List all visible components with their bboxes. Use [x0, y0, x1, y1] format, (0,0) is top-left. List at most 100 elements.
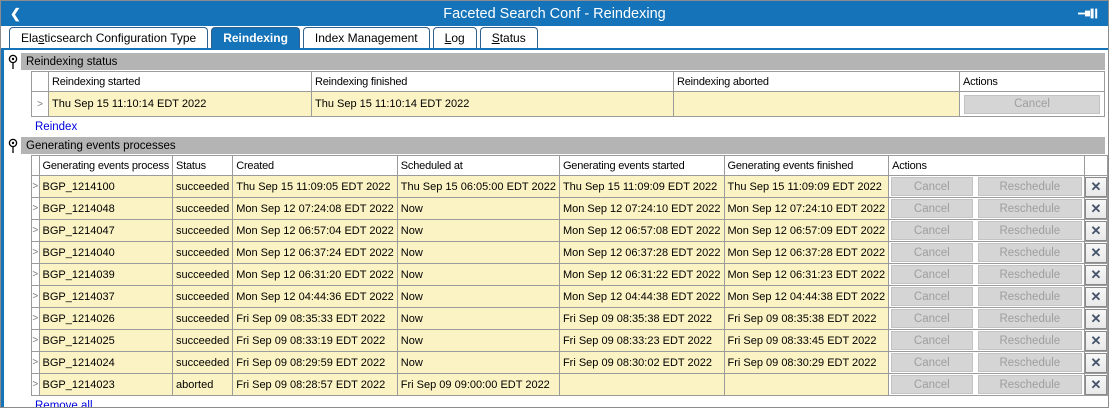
status-cell: succeeded	[171, 175, 234, 198]
reschedule-button[interactable]: Reschedule	[977, 199, 1082, 218]
delete-row-button[interactable]: ✕	[1085, 242, 1107, 263]
expand-row-icon[interactable]: >	[31, 329, 40, 352]
tab-elasticsearch-configuration-type[interactable]: Elasticsearch Configuration Type	[9, 27, 209, 48]
cancel-button[interactable]: Cancel	[890, 221, 973, 240]
delete-row-button[interactable]: ✕	[1085, 308, 1107, 329]
cancel-button[interactable]: Cancel	[890, 243, 973, 262]
cancel-button[interactable]: Cancel	[890, 265, 973, 284]
col-reindexing-finished: Reindexing finished	[311, 71, 674, 92]
reschedule-button[interactable]: Reschedule	[977, 265, 1082, 284]
tab-reindexing[interactable]: Reindexing	[211, 27, 300, 48]
finished-cell: Mon Sep 12 06:31:23 EDT 2022	[723, 263, 890, 286]
created-cell: Fri Sep 09 08:28:57 EDT 2022	[232, 373, 398, 396]
delete-row-button[interactable]: ✕	[1085, 176, 1107, 197]
started-cell: Mon Sep 12 07:24:10 EDT 2022	[558, 197, 725, 220]
reindexing-status-section-title[interactable]: Reindexing status	[21, 53, 1105, 70]
col-generating-events-process: Generating events process	[38, 155, 174, 176]
delete-row-button[interactable]: ✕	[1085, 198, 1107, 219]
cancel-button[interactable]: Cancel	[890, 287, 973, 306]
expand-row-icon[interactable]: >	[31, 373, 40, 396]
reschedule-button[interactable]: Reschedule	[977, 309, 1082, 328]
col-actions: Actions	[959, 71, 1105, 92]
expand-row-icon[interactable]: >	[31, 351, 40, 374]
delete-row-button[interactable]: ✕	[1085, 286, 1107, 307]
scheduled-cell: Now	[396, 285, 560, 308]
delete-row-button[interactable]: ✕	[1085, 264, 1107, 285]
expand-row-icon[interactable]: >	[31, 197, 40, 220]
status-cell: succeeded	[171, 263, 234, 286]
col-created: Created	[232, 155, 398, 176]
reschedule-button[interactable]: Reschedule	[977, 331, 1082, 350]
generating-events-row: > BGP_1214039 succeeded Mon Sep 12 06:31…	[31, 263, 1108, 286]
generating-events-section-header: Generating events processes	[4, 137, 1108, 155]
expand-row-icon[interactable]: >	[31, 285, 40, 308]
scheduled-cell: Fri Sep 09 09:00:00 EDT 2022	[396, 373, 560, 396]
reindex-link[interactable]: Reindex	[35, 121, 78, 133]
cancel-button[interactable]: Cancel	[890, 199, 973, 218]
process-cell: BGP_1214025	[38, 329, 174, 352]
delete-row-button[interactable]: ✕	[1085, 330, 1107, 351]
scheduled-cell: Thu Sep 15 06:05:00 EDT 2022	[396, 175, 560, 198]
content-area: Reindexing status Reindexing started Rei…	[1, 50, 1108, 407]
created-cell: Fri Sep 09 08:35:33 EDT 2022	[232, 307, 398, 330]
expand-row-icon[interactable]: >	[31, 263, 40, 286]
scheduled-cell: Now	[396, 307, 560, 330]
process-cell: BGP_1214024	[38, 351, 174, 374]
status-cell: succeeded	[171, 307, 234, 330]
expand-row-icon[interactable]: >	[31, 91, 49, 117]
section-pin-icon	[7, 138, 19, 159]
created-cell: Mon Sep 12 07:24:08 EDT 2022	[232, 197, 398, 220]
finished-cell: Fri Sep 09 08:30:29 EDT 2022	[723, 351, 890, 374]
status-cell: succeeded	[171, 285, 234, 308]
finished-cell: Mon Sep 12 07:24:10 EDT 2022	[723, 197, 890, 220]
expand-row-icon[interactable]: >	[31, 307, 40, 330]
cancel-button[interactable]: Cancel	[890, 375, 973, 394]
delete-row-button[interactable]: ✕	[1085, 220, 1107, 241]
generating-events-row: > BGP_1214023 aborted Fri Sep 09 08:28:5…	[31, 373, 1108, 396]
cancel-button[interactable]: Cancel	[890, 353, 973, 372]
window-title: Faceted Search Conf - Reindexing	[443, 5, 666, 22]
expand-row-icon[interactable]: >	[31, 241, 40, 264]
started-cell	[558, 373, 725, 396]
titlebar: ❮ Faceted Search Conf - Reindexing	[1, 1, 1108, 26]
delete-row-button[interactable]: ✕	[1085, 374, 1107, 395]
scheduled-cell: Now	[396, 197, 560, 220]
reschedule-button[interactable]: Reschedule	[977, 375, 1082, 394]
tab-index-management[interactable]: Index Management	[302, 27, 430, 48]
process-cell: BGP_1214048	[38, 197, 174, 220]
generating-events-row: > BGP_1214100 succeeded Thu Sep 15 11:09…	[31, 175, 1108, 198]
remove-all-link[interactable]: Remove all	[35, 400, 93, 408]
created-cell: Mon Sep 12 06:31:20 EDT 2022	[232, 263, 398, 286]
tab-status[interactable]: Status	[479, 27, 538, 48]
created-cell: Mon Sep 12 06:37:24 EDT 2022	[232, 241, 398, 264]
expand-row-icon[interactable]: >	[31, 175, 40, 198]
generating-events-row: > BGP_1214037 succeeded Mon Sep 12 04:44…	[31, 285, 1108, 308]
reschedule-button[interactable]: Reschedule	[977, 177, 1082, 196]
status-cell: succeeded	[171, 219, 234, 242]
finished-cell: Fri Sep 09 08:35:38 EDT 2022	[723, 307, 890, 330]
scheduled-cell: Now	[396, 241, 560, 264]
expand-row-icon[interactable]: >	[31, 219, 40, 242]
col-actions: Actions	[888, 155, 1085, 176]
cancel-button[interactable]: Cancel	[890, 309, 973, 328]
created-cell: Fri Sep 09 08:33:19 EDT 2022	[232, 329, 398, 352]
reschedule-button[interactable]: Reschedule	[977, 221, 1082, 240]
generating-events-header-row: Generating events process Status Created…	[31, 155, 1108, 176]
reschedule-button[interactable]: Reschedule	[977, 287, 1082, 306]
finished-cell	[723, 373, 890, 396]
delete-row-button[interactable]: ✕	[1085, 352, 1107, 373]
cancel-reindexing-button[interactable]: Cancel	[964, 94, 1100, 114]
tab-log[interactable]: Log	[432, 27, 477, 48]
col-scheduled-at: Scheduled at	[396, 155, 560, 176]
generating-events-row: > BGP_1214047 succeeded Mon Sep 12 06:57…	[31, 219, 1108, 242]
reindexing-status-row: > Thu Sep 15 11:10:14 EDT 2022 Thu Sep 1…	[31, 91, 1105, 117]
created-cell: Fri Sep 09 08:29:59 EDT 2022	[232, 351, 398, 374]
pin-icon[interactable]	[1077, 7, 1099, 25]
back-icon[interactable]: ❮	[10, 5, 21, 21]
cancel-button[interactable]: Cancel	[890, 331, 973, 350]
reschedule-button[interactable]: Reschedule	[977, 243, 1082, 262]
generating-events-section-title[interactable]: Generating events processes	[21, 137, 1105, 154]
reschedule-button[interactable]: Reschedule	[977, 353, 1082, 372]
cancel-button[interactable]: Cancel	[890, 177, 973, 196]
status-cell: aborted	[171, 373, 234, 396]
